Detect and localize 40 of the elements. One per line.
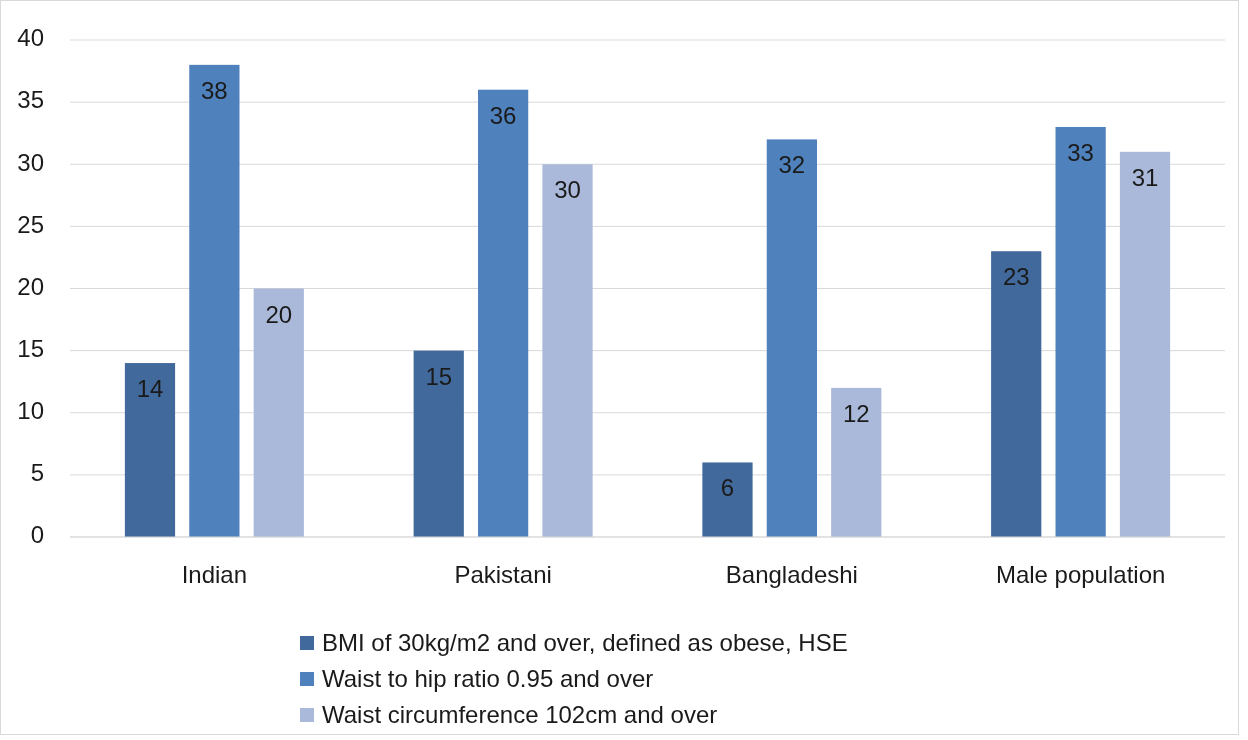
x-tick-label: Bangladeshi xyxy=(725,561,858,588)
bar xyxy=(542,164,593,537)
data-label: 38 xyxy=(201,76,228,104)
bar xyxy=(124,363,176,537)
y-tick-label: 40 xyxy=(17,24,44,52)
bar xyxy=(413,350,464,537)
data-label: 12 xyxy=(842,399,870,427)
bar xyxy=(991,251,1042,537)
data-label: 31 xyxy=(1131,163,1159,191)
legend-label: Waist to hip ratio 0.95 and over xyxy=(322,665,654,693)
legend-label: BMI of 30kg/m2 and over, defined as obese, HSE xyxy=(322,629,848,657)
y-tick-label: 5 xyxy=(30,459,44,487)
bar xyxy=(253,288,304,537)
y-tick-label: 10 xyxy=(17,397,44,425)
data-label: 23 xyxy=(1002,263,1030,291)
data-label: 6 xyxy=(720,474,735,502)
y-tick-label: 0 xyxy=(30,521,44,549)
bar xyxy=(1119,151,1171,537)
data-label: 33 xyxy=(1067,138,1094,166)
data-label: 20 xyxy=(265,300,293,328)
x-tick-label: Pakistani xyxy=(454,561,552,588)
y-tick-label: 35 xyxy=(17,86,44,114)
y-tick-label: 25 xyxy=(17,210,44,238)
bar xyxy=(189,64,240,537)
bar xyxy=(702,462,753,537)
y-tick-label: 30 xyxy=(17,148,44,176)
data-label: 36 xyxy=(489,101,517,129)
bar xyxy=(478,89,529,537)
data-label: 32 xyxy=(778,151,806,179)
bar xyxy=(766,139,817,537)
y-tick-label: 20 xyxy=(17,272,44,300)
x-tick-label: Male population xyxy=(995,561,1166,588)
x-tick-label: Indian xyxy=(181,561,248,588)
data-label: 15 xyxy=(425,362,453,390)
data-label: 14 xyxy=(136,375,164,403)
legend-label: Waist circumference 102cm and over xyxy=(322,701,718,729)
y-tick-label: 15 xyxy=(17,334,44,362)
bar xyxy=(831,387,882,537)
bar xyxy=(1055,126,1106,537)
data-label: 30 xyxy=(554,176,581,204)
